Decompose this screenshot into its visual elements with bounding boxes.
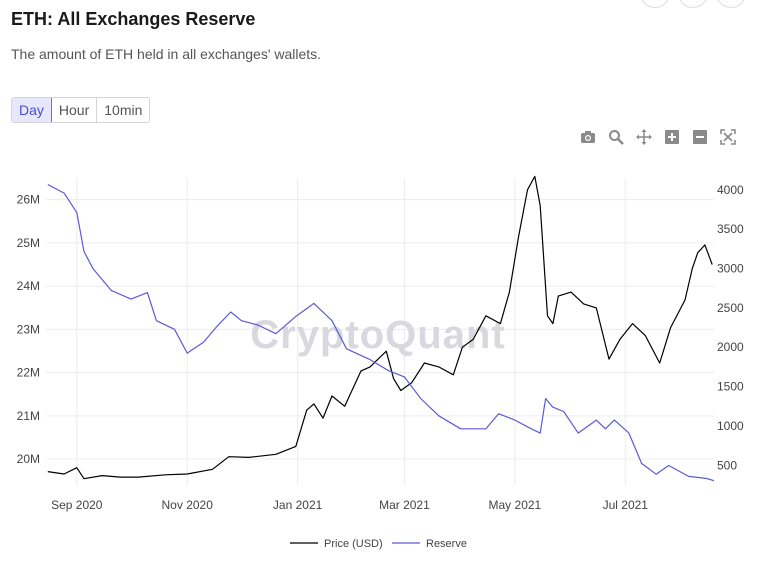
zoom-icon[interactable] — [606, 127, 626, 147]
interval-tabs: Day Hour 10min — [11, 97, 151, 123]
y-right-tick-label: 2500 — [717, 301, 744, 315]
y-left-tick-label: 25M — [17, 236, 40, 250]
x-tick-label: Sep 2020 — [51, 498, 103, 512]
chart: CryptoQuant 20M 21M 22M 23M 24M 25M 26M 500 100… — [17, 175, 744, 550]
x-tick-label: Jul 2021 — [603, 498, 649, 512]
zoom-out-icon[interactable] — [690, 127, 710, 147]
camera-icon[interactable] — [578, 127, 598, 147]
legend-label: Reserve — [426, 538, 467, 550]
tab-hour[interactable]: Hour — [51, 98, 98, 122]
y-right-tick-label: 4000 — [717, 183, 744, 197]
page-subtitle: The amount of ETH held in all exchanges'… — [11, 46, 322, 62]
y-right-tick-label: 3000 — [717, 262, 744, 276]
y-axis-left: 20M 21M 22M 23M 24M 25M 26M — [17, 193, 40, 466]
price-line — [47, 175, 713, 480]
y-right-tick-label: 500 — [717, 458, 737, 472]
y-left-tick-label: 20M — [17, 452, 40, 466]
action-button-3[interactable] — [716, 0, 746, 8]
y-left-tick-label: 21M — [17, 409, 40, 423]
chart-grid — [46, 178, 714, 485]
series-layer — [47, 175, 715, 482]
tab-10min[interactable]: 10min — [97, 98, 150, 122]
y-right-tick-label: 1500 — [717, 380, 744, 394]
y-axis-right: 500 1000 1500 2000 2500 3000 3500 4000 — [717, 183, 744, 473]
x-tick-label: Jan 2021 — [273, 498, 323, 512]
tab-day[interactable]: Day — [12, 98, 52, 122]
x-tick-label: Nov 2020 — [162, 498, 214, 512]
y-right-tick-label: 2000 — [717, 340, 744, 354]
pan-icon[interactable] — [634, 127, 654, 147]
legend: Price (USD) Reserve — [290, 538, 467, 550]
action-button-2[interactable] — [678, 0, 708, 8]
y-left-tick-label: 26M — [17, 193, 40, 207]
y-right-tick-label: 3500 — [717, 222, 744, 236]
action-button-1[interactable] — [640, 0, 670, 8]
reserve-line — [47, 183, 715, 482]
y-left-tick-label: 23M — [17, 322, 40, 336]
zoom-in-icon[interactable] — [662, 127, 682, 147]
chart-toolbar — [578, 127, 738, 147]
x-axis: Sep 2020 Nov 2020 Jan 2021 Mar 2021 May 2021… — [51, 498, 648, 512]
legend-label: Price (USD) — [324, 538, 383, 550]
y-left-tick-label: 24M — [17, 279, 40, 293]
x-tick-label: May 2021 — [489, 498, 542, 512]
page-title: ETH: All Exchanges Reserve — [11, 9, 256, 29]
x-tick-label: Mar 2021 — [379, 498, 430, 512]
y-right-tick-label: 1000 — [717, 419, 744, 433]
watermark: CryptoQuant — [250, 313, 505, 357]
y-left-tick-label: 22M — [17, 366, 40, 380]
autoscale-icon[interactable] — [718, 127, 738, 147]
